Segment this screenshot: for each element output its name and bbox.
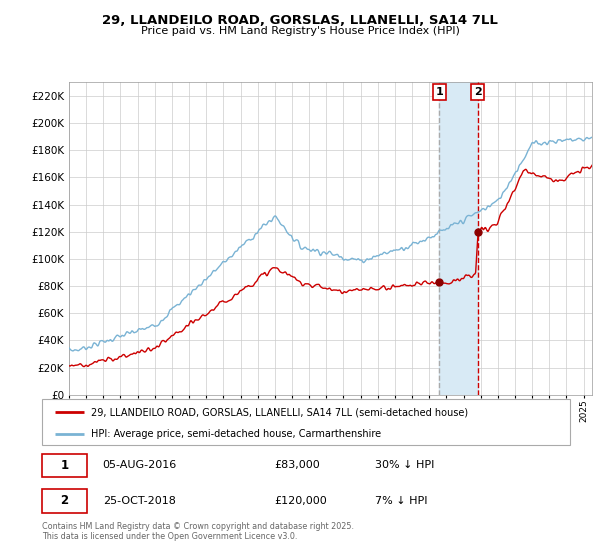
Text: 29, LLANDEILO ROAD, GORSLAS, LLANELLI, SA14 7LL (semi-detached house): 29, LLANDEILO ROAD, GORSLAS, LLANELLI, S… <box>91 407 468 417</box>
Text: 1: 1 <box>61 459 68 472</box>
Bar <box>439 82 478 395</box>
Text: 30% ↓ HPI: 30% ↓ HPI <box>374 460 434 470</box>
Text: 7% ↓ HPI: 7% ↓ HPI <box>374 496 427 506</box>
Text: 05-AUG-2016: 05-AUG-2016 <box>103 460 177 470</box>
FancyBboxPatch shape <box>42 454 87 477</box>
Text: £83,000: £83,000 <box>274 460 320 470</box>
FancyBboxPatch shape <box>42 489 87 512</box>
Text: £120,000: £120,000 <box>274 496 327 506</box>
Text: 2: 2 <box>474 87 482 97</box>
Text: 29, LLANDEILO ROAD, GORSLAS, LLANELLI, SA14 7LL: 29, LLANDEILO ROAD, GORSLAS, LLANELLI, S… <box>102 14 498 27</box>
Text: 2: 2 <box>61 494 68 507</box>
FancyBboxPatch shape <box>42 399 570 445</box>
Text: 25-OCT-2018: 25-OCT-2018 <box>103 496 176 506</box>
Text: Price paid vs. HM Land Registry's House Price Index (HPI): Price paid vs. HM Land Registry's House … <box>140 26 460 36</box>
Text: 1: 1 <box>436 87 443 97</box>
Text: Contains HM Land Registry data © Crown copyright and database right 2025.
This d: Contains HM Land Registry data © Crown c… <box>42 522 354 542</box>
Text: HPI: Average price, semi-detached house, Carmarthenshire: HPI: Average price, semi-detached house,… <box>91 429 381 438</box>
